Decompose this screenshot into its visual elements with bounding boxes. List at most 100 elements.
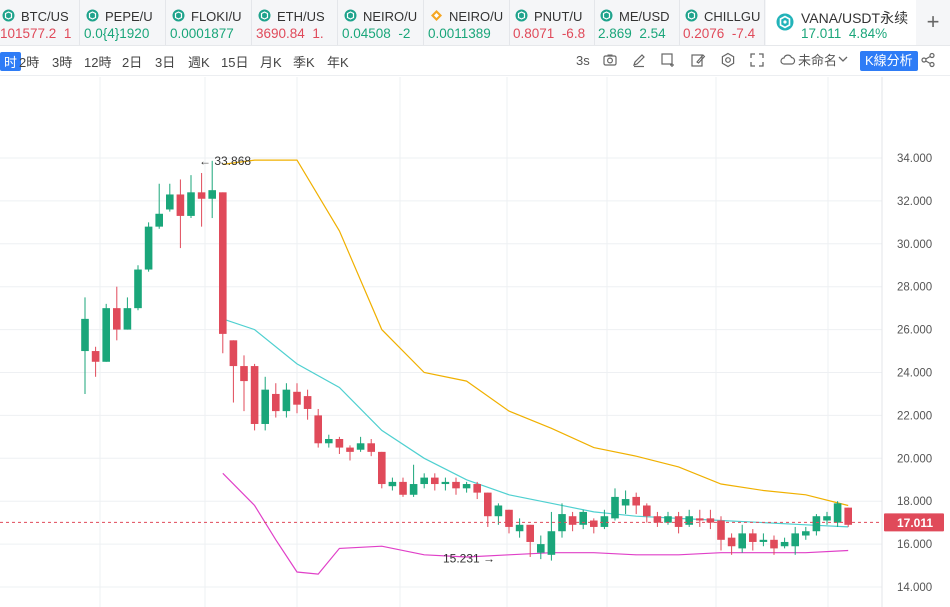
candle-body [282,389,291,412]
chevron-down-icon[interactable] [838,54,848,64]
candle-body [378,451,386,485]
candle-body [314,415,322,444]
tab-symbol: CHILLGU [704,9,761,24]
candle [558,503,566,538]
fullscreen-icon[interactable] [749,52,765,68]
candle-body [791,533,799,547]
candle-body [272,393,280,412]
camera-icon[interactable] [602,52,618,68]
candle [505,509,513,534]
timeframe-9[interactable]: 季K [293,55,315,70]
share-icon[interactable] [920,52,936,68]
candle [632,492,640,515]
candle-body [293,391,301,405]
tab-price: 3690.84 [256,26,305,41]
bollinger-bands [222,159,849,575]
timeframe-5[interactable]: 3日 [155,55,176,70]
candle-body [632,496,640,506]
candle [155,183,163,229]
candle [356,436,365,452]
timeframe-4[interactable]: 2日 [122,55,143,70]
tab-symbol: NEIRO/U [363,9,418,24]
candle-body [367,443,375,452]
candle [91,346,100,377]
candle-body [611,496,619,519]
tab-neiro-u-4[interactable]: NEIRO/U 0.04508 -2 [340,0,424,45]
tab-eth-us-3[interactable]: ETH/US 3690.84 1. [254,0,338,45]
candle [568,511,577,532]
candle-body [388,481,397,487]
candle-body [208,190,216,199]
tab-neiro-u-5[interactable]: NEIRO/U 0.0011389 [426,0,510,45]
candle-body [250,366,259,424]
candle [314,408,322,448]
pen-icon[interactable] [631,52,647,68]
tab-pepe-u-1[interactable]: PEPE/U 0.0{4}1920 [82,0,166,45]
add-chart-icon[interactable] [660,52,676,68]
candle [113,286,121,341]
timeframe-6[interactable]: 週K [188,55,210,70]
candle [367,438,375,457]
candle [240,355,248,412]
candle-body [303,396,312,409]
tab-pnut-u-6[interactable]: PNUT/U 0.8071 -6.8 [511,0,595,45]
tab-chillgu-8[interactable]: CHILLGU 0.2076 -7.4 [681,0,765,45]
timeframe-0[interactable]: 时 [0,52,22,71]
timeframe-2[interactable]: 3時 [52,55,73,70]
candle [600,509,609,530]
tab-quote: 0.04508 -2 [342,26,410,41]
candle-body [494,505,503,517]
candle-body [621,499,630,506]
tab-btc-us-0[interactable]: BTC/US 101577.2 1 [0,0,80,45]
tab-price: 0.04508 [342,26,391,41]
gear-icon[interactable] [720,52,736,68]
candle-body [558,514,566,532]
candle [346,445,354,461]
symbol-tab-bar: BTC/US 101577.2 1 PEPE/U 0.0{4}1920 FLOKI/U… [0,0,950,46]
teal-coin-icon [515,9,528,22]
tab-floki-u-2[interactable]: FLOKI/U 0.0001877 [168,0,252,45]
tab-vana-usdt--9[interactable]: VANA/USDT永续 17.011 4.84% [766,0,916,45]
candle [833,501,842,527]
candle-body [812,516,821,532]
tab-change: 2.54 [639,26,666,41]
timeframe-8[interactable]: 月K [260,55,282,70]
candle [547,511,556,561]
candlestick-chart[interactable]: 34.000 32.000 30.000 28.000 26.000 24.000 22.0… [0,77,950,607]
candle [219,192,227,354]
candle [187,175,195,219]
candle [144,222,153,272]
candle-body [653,516,662,523]
k-analysis-button[interactable]: K線分析 [860,51,918,71]
teal-coin-icon [685,9,698,22]
edit-icon[interactable] [690,52,706,68]
candle [176,179,185,249]
timeframe-1[interactable]: 2時 [19,55,40,70]
candle-body [706,518,715,523]
price-axis-label: 18.000 [897,496,932,508]
candle [537,535,545,560]
candle-body [717,520,725,540]
candle-body [749,533,757,542]
tab-symbol: VANA/USDT永续 [801,10,909,26]
candle-body [346,447,354,452]
candle-body [674,516,683,527]
layout-name[interactable]: 未命名 [798,53,838,68]
price-axis-label: 30.000 [897,239,932,251]
price-axis-label: 28.000 [897,282,932,294]
interval-selector[interactable]: 3s [576,53,590,68]
candle [738,524,746,553]
timeframe-3[interactable]: 12時 [84,55,112,70]
add-tab-button[interactable]: + [926,9,940,34]
candle [515,518,524,538]
candle-body [823,516,831,521]
tab-price: 17.011 [801,26,842,41]
timeframe-7[interactable]: 15日 [221,55,249,70]
candle-body [144,226,153,270]
tab-me-usd-7[interactable]: ME/USD 2.869 2.54 [596,0,680,45]
candle [409,464,418,497]
candles [81,160,852,561]
cloud-icon[interactable] [780,52,796,68]
candle [643,503,651,523]
timeframe-10[interactable]: 年K [327,55,349,70]
